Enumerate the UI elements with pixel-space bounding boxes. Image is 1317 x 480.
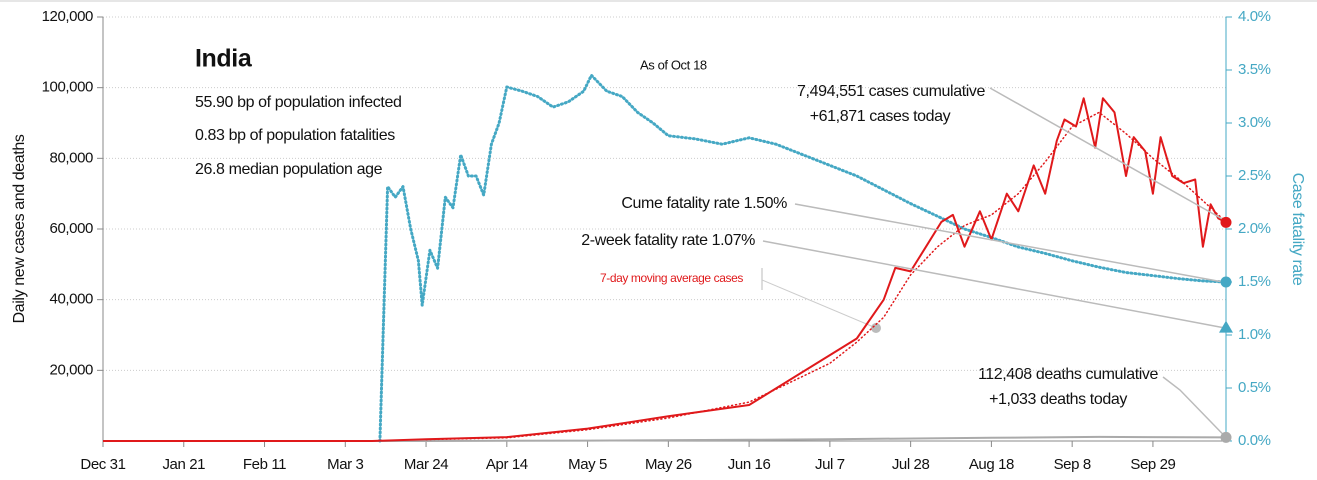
series-line: [425, 111, 1227, 441]
y-tick-label: 80,000: [50, 149, 94, 166]
x-tick-label: Jun 16: [728, 456, 771, 473]
stat: 55.90 bp of population infected: [195, 94, 401, 111]
connector: [989, 87, 1224, 221]
y2-tick-label: 2.0%: [1238, 220, 1271, 237]
connector: [1162, 376, 1224, 435]
connector: [761, 279, 877, 329]
x-tick-label: Jul 7: [815, 456, 845, 473]
y-tick-label: 120,000: [42, 8, 93, 25]
y-tick-label: 60,000: [50, 220, 94, 237]
end-marker: [1220, 431, 1232, 443]
x-tick-label: Aug 18: [969, 456, 1014, 473]
x-tick-label: May 5: [568, 456, 607, 473]
y2-tick-label: 4.0%: [1238, 8, 1271, 25]
x-tick-label: Mar 24: [404, 456, 448, 473]
x-tick-label: Sep 29: [1130, 456, 1175, 473]
y2-tick-label: 1.5%: [1238, 273, 1271, 290]
y2-tick-label: 1.0%: [1238, 326, 1271, 343]
x-tick-label: Jan 21: [162, 456, 205, 473]
x-tick-label: Feb 11: [243, 456, 286, 473]
end-marker: [1220, 216, 1232, 228]
y-axis-label: Daily new cases and deaths: [11, 134, 28, 323]
annotation: 2-week fatality rate 1.07%: [581, 232, 755, 249]
series-line: [103, 435, 1227, 442]
annotation: 112,408 deaths cumulative: [978, 366, 1159, 383]
annotation: +1,033 deaths today: [989, 391, 1127, 408]
y2-tick-label: 0.0%: [1238, 432, 1271, 449]
connector: [762, 240, 1224, 329]
end-marker: [1220, 276, 1232, 288]
annotation: +61,871 cases today: [810, 108, 951, 125]
y2-tick-label: 2.5%: [1238, 167, 1271, 184]
x-tick-label: Apr 14: [486, 456, 528, 473]
y-tick-label: 100,000: [42, 79, 93, 96]
series-line: [378, 73, 1228, 443]
stat: 26.8 median population age: [195, 161, 383, 178]
subtitle: As of Oct 18: [640, 57, 707, 72]
y-tick-label: 40,000: [50, 291, 94, 308]
y2-tick-label: 0.5%: [1238, 379, 1271, 396]
x-tick-label: Mar 3: [327, 456, 363, 473]
connector: [794, 203, 1224, 283]
series-line: [103, 97, 1227, 442]
x-tick-label: Sep 8: [1054, 456, 1091, 473]
annotation: 7,494,551 cases cumulative: [797, 83, 985, 100]
x-tick-label: Jul 28: [892, 456, 930, 473]
chart-title: India: [195, 45, 253, 73]
legend-label: 7-day moving average cases: [600, 271, 743, 285]
y2-tick-label: 3.0%: [1238, 114, 1271, 131]
x-tick-label: May 26: [645, 456, 692, 473]
y-tick-label: 20,000: [50, 361, 94, 378]
x-tick-label: Dec 31: [80, 456, 125, 473]
y2-tick-label: 3.5%: [1238, 61, 1271, 78]
annotation: Cume fatality rate 1.50%: [621, 195, 787, 212]
stat: 0.83 bp of population fatalities: [195, 127, 395, 144]
y2-axis-label: Case fatality rate: [1289, 173, 1306, 286]
end-marker: [1219, 320, 1233, 333]
pointer-dot: [871, 323, 881, 333]
